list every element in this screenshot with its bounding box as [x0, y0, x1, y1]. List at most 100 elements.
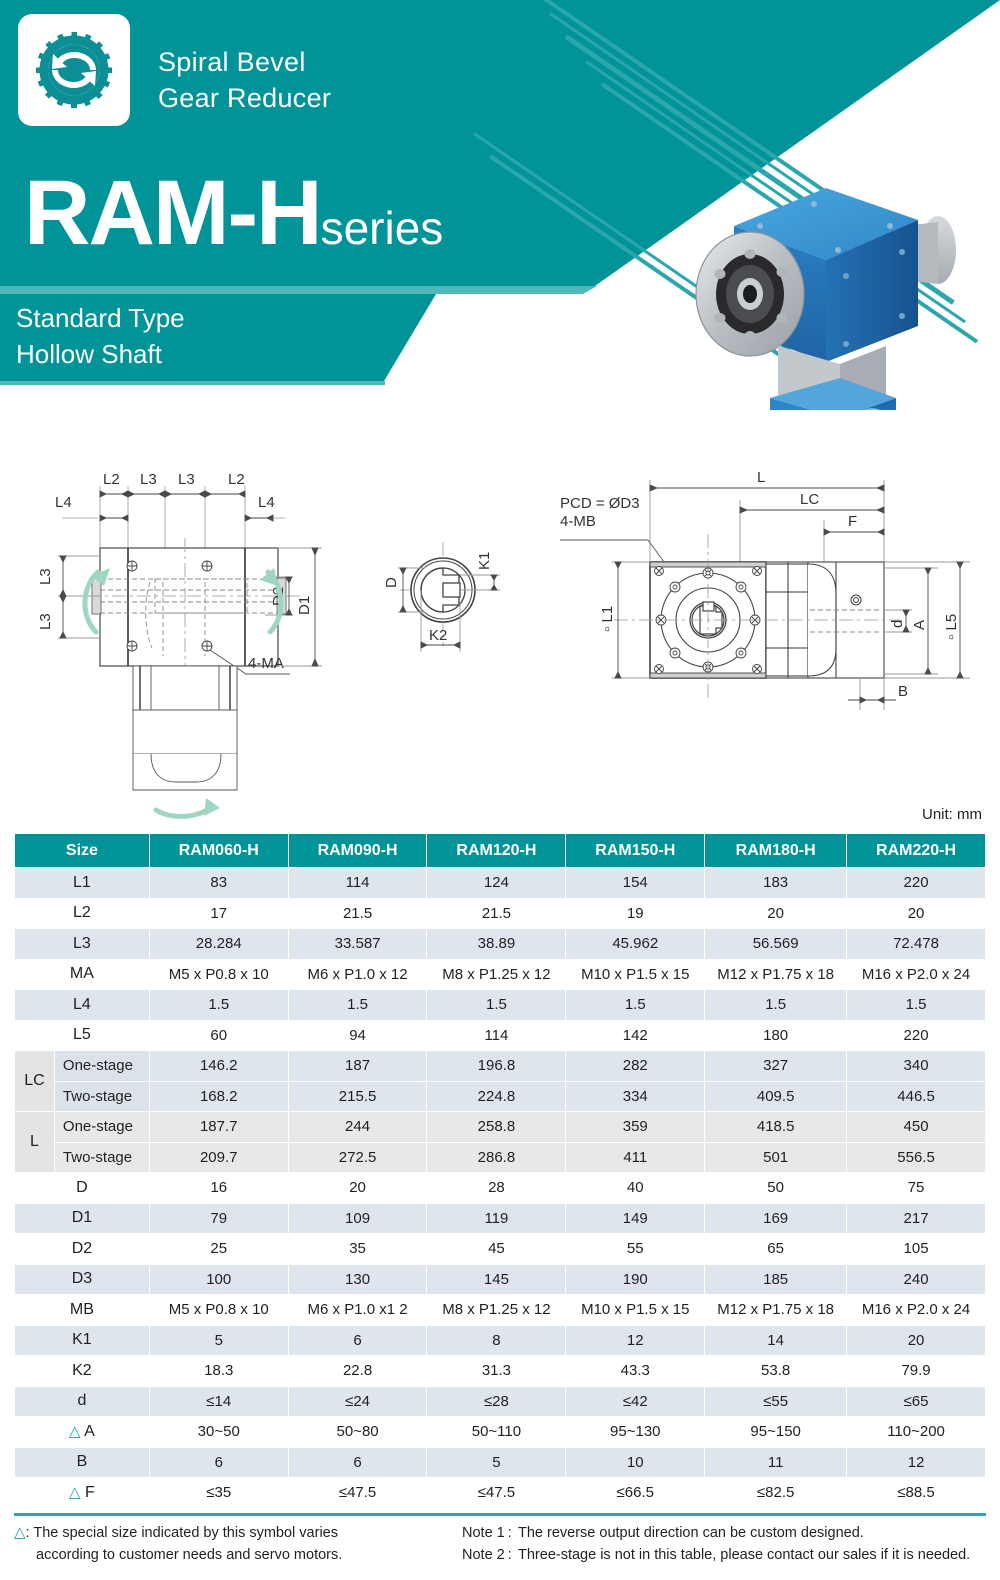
cell: 217 — [846, 1202, 986, 1234]
cell: 12 — [565, 1324, 706, 1356]
banner-bottom-rule — [0, 381, 385, 385]
cell: ≤42 — [565, 1385, 706, 1417]
row-label: MA — [14, 958, 150, 990]
table-col-header: RAM220-H — [846, 833, 986, 868]
table-row: MB M5 x P0.8 x 10 M6 x P1.0 x1 2 M8 x P1… — [14, 1294, 986, 1326]
cell: 187.7 — [148, 1111, 289, 1143]
table-col-header: RAM090-H — [287, 833, 428, 868]
cell: 28.284 — [148, 928, 289, 960]
cell: 60 — [148, 1019, 289, 1051]
cell: 55 — [565, 1233, 706, 1265]
row-label-text: F — [85, 1484, 95, 1502]
table-col-header: RAM060-H — [148, 833, 289, 868]
cell: 6 — [287, 1324, 428, 1356]
cell: 1.5 — [287, 989, 428, 1021]
footnote-symbol-text: : The special size indicated by this sym… — [25, 1525, 338, 1541]
cell: 105 — [846, 1233, 986, 1265]
cell: M16 x P2.0 x 24 — [846, 1294, 986, 1326]
cell: 14 — [704, 1324, 848, 1356]
cell: 75 — [846, 1172, 986, 1204]
cell: 450 — [846, 1111, 986, 1143]
table-row: L One-stage 187.7 244 258.8 359 418.5 45… — [14, 1111, 986, 1173]
brand-caption-line1: Spiral Bevel — [158, 47, 306, 77]
cell: 100 — [148, 1263, 289, 1295]
table-header-row: Size RAM060-H RAM090-H RAM120-H RAM150-H… — [14, 833, 986, 868]
cell: 11 — [704, 1446, 848, 1478]
label-4-MB: 4-MB — [560, 513, 596, 530]
cell: 145 — [426, 1263, 567, 1295]
cell: 43.3 — [565, 1355, 706, 1387]
cell: 340 — [846, 1050, 986, 1082]
row-label-f: △ F — [14, 1477, 150, 1509]
sub-row-label: Two-stage — [53, 1141, 150, 1173]
row-label: L5 — [14, 1019, 150, 1051]
footnote-symbol-line2: according to customer needs and servo mo… — [36, 1547, 343, 1563]
footnote-note1: Note 1 : The reverse output direction can… — [462, 1522, 992, 1544]
brand-caption: Spiral Bevel Gear Reducer — [158, 44, 331, 116]
table-col-header: RAM180-H — [704, 833, 848, 868]
row-label: D1 — [14, 1202, 150, 1234]
table-row: D1 79 109 119 149 169 217 — [14, 1202, 986, 1234]
note2-text: Three-stage is not in this table, please… — [518, 1547, 971, 1563]
row-label: L2 — [14, 897, 150, 929]
dim-D: D — [383, 577, 400, 588]
cell: 119 — [426, 1202, 567, 1234]
cell: M8 x P1.25 x 12 — [426, 958, 567, 990]
table-bottom-rule — [14, 1513, 986, 1516]
table-row: B 6 6 5 10 11 12 — [14, 1446, 986, 1478]
page-title-text: RAM-H — [24, 162, 323, 264]
row-label: K1 — [14, 1324, 150, 1356]
cell: 169 — [704, 1202, 848, 1234]
cell: 334 — [565, 1080, 706, 1112]
cell: 17 — [148, 897, 289, 929]
table-row: K1 5 6 8 12 14 20 — [14, 1324, 986, 1356]
row-label: L4 — [14, 989, 150, 1021]
table-row: L4 1.5 1.5 1.5 1.5 1.5 1.5 — [14, 989, 986, 1021]
table-row: d ≤14 ≤24 ≤28 ≤42 ≤55 ≤65 — [14, 1385, 986, 1417]
cell: 50~80 — [287, 1416, 428, 1448]
cell: ≤28 — [426, 1385, 567, 1417]
cell: 83 — [148, 867, 289, 899]
cell: 418.5 — [704, 1111, 848, 1143]
table-row: △ F ≤35 ≤47.5 ≤47.5 ≤66.5 ≤82.5 ≤88.5 — [14, 1477, 986, 1509]
table-col-header: RAM120-H — [426, 833, 567, 868]
cell: 114 — [426, 1019, 567, 1051]
cell: M5 x P0.8 x 10 — [148, 1294, 289, 1326]
cell: ≤88.5 — [846, 1477, 986, 1509]
dim-K1: K1 — [476, 552, 493, 570]
cell: 53.8 — [704, 1355, 848, 1387]
cell: 1.5 — [565, 989, 706, 1021]
cell: 38.89 — [426, 928, 567, 960]
table-row: L2 17 21.5 21.5 19 20 20 — [14, 897, 986, 929]
cell: 79 — [148, 1202, 289, 1234]
cell: 196.8 — [426, 1050, 567, 1082]
brand-caption-line2: Gear Reducer — [158, 83, 332, 113]
table-row: D2 25 35 45 55 65 105 — [14, 1233, 986, 1265]
cell: ≤35 — [148, 1477, 289, 1509]
cell: 146.2 — [148, 1050, 289, 1082]
row-label: MB — [14, 1294, 150, 1326]
cell: M16 x P2.0 x 24 — [846, 958, 986, 990]
dim-L3-v-b: L3 — [37, 613, 54, 630]
row-label: B — [14, 1446, 150, 1478]
banner-separator-line — [0, 286, 597, 294]
cell: ≤82.5 — [704, 1477, 848, 1509]
cell: 130 — [287, 1263, 428, 1295]
cell: 21.5 — [426, 897, 567, 929]
unit-note: Unit: mm — [922, 806, 982, 823]
cell: 12 — [846, 1446, 986, 1478]
cell: M12 x P1.75 x 18 — [704, 1294, 848, 1326]
row-label: d — [14, 1385, 150, 1417]
label-4-MA: 4-MA — [248, 655, 284, 672]
cell: 286.8 — [426, 1141, 567, 1173]
special-size-marker: △ — [69, 1484, 81, 1502]
footnote-symbol-line1: △: The special size indicated by this sy… — [14, 1522, 444, 1544]
cell: 79.9 — [846, 1355, 986, 1387]
cell: 5 — [148, 1324, 289, 1356]
cell: 446.5 — [846, 1080, 986, 1112]
cell: 10 — [565, 1446, 706, 1478]
cell: 1.5 — [148, 989, 289, 1021]
gear-recycle-icon — [36, 32, 112, 108]
banner-lower-shape — [0, 294, 436, 381]
cell: 1.5 — [426, 989, 567, 1021]
